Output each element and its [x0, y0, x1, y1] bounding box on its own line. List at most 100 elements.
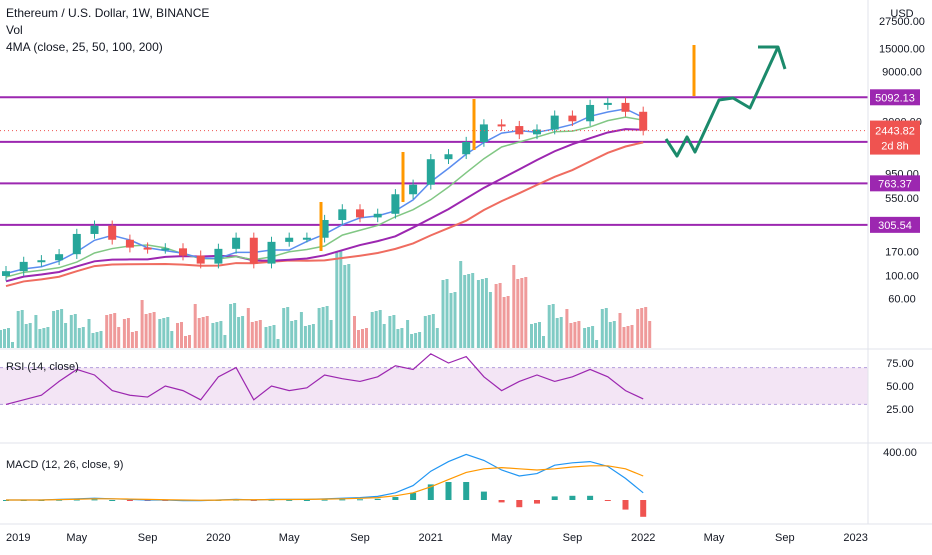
candle-body: [214, 248, 223, 264]
rsi-line: [5, 353, 644, 406]
volume-bar: [282, 308, 286, 348]
volume-bar: [219, 321, 223, 348]
volume-bar: [604, 308, 608, 348]
projection-arrowhead: [758, 45, 787, 70]
volume-bar: [374, 311, 378, 348]
volume-bar: [272, 325, 276, 348]
price-tick: 27500.00: [879, 16, 925, 28]
volume-bar: [294, 320, 298, 348]
macd-hist-bar: [622, 500, 629, 510]
volume-bar: [339, 251, 343, 348]
volume-bar: [241, 316, 245, 348]
volume-bar: [396, 329, 400, 348]
volume-bar: [542, 336, 545, 348]
volume-bar: [193, 304, 197, 348]
level-label-bg: [870, 175, 920, 192]
volume-bar: [299, 312, 303, 348]
volume-bar: [520, 278, 524, 348]
volume-bar: [211, 323, 215, 348]
volume-bar: [427, 315, 431, 348]
price-tick: 15000.00: [879, 43, 925, 55]
volume-bar: [152, 312, 156, 348]
candle-body: [479, 124, 488, 142]
volume-bar: [268, 326, 272, 348]
rsi-band: [0, 367, 868, 405]
level-label: 305.54: [878, 220, 912, 232]
price-tick: 100.00: [885, 270, 919, 282]
volume-bar: [435, 328, 439, 348]
ma200-line: [5, 141, 644, 288]
volume-bar: [480, 279, 484, 348]
macd-hist-bar: [126, 500, 133, 501]
volume-bar: [488, 292, 492, 348]
volume-bar: [184, 336, 187, 348]
level-label-bg: [870, 89, 920, 106]
volume-bar: [38, 329, 42, 348]
volume-bar: [388, 316, 392, 348]
volume-bar: [109, 314, 113, 348]
candle-body: [409, 184, 418, 195]
volume-bar: [286, 307, 290, 348]
chart-title: Ethereum / U.S. Dollar, 1W, BINANCE: [6, 6, 209, 20]
volume-bar: [463, 275, 467, 348]
volume-bar: [105, 315, 109, 348]
candle-body: [267, 241, 276, 264]
macd-hist-bar: [445, 482, 452, 500]
volume-bar: [28, 323, 32, 348]
time-tick: May: [66, 532, 87, 544]
rsi-label: RSI (14, close): [6, 361, 79, 373]
volume-bar: [24, 324, 28, 348]
volume-bar: [534, 323, 537, 348]
volume-bar: [506, 296, 510, 348]
volume-bar: [56, 310, 60, 348]
candle-body: [2, 271, 10, 276]
volume-bar: [162, 318, 166, 348]
volume-bar: [311, 324, 315, 348]
volume-bar: [622, 327, 626, 348]
time-tick: Sep: [138, 532, 158, 544]
volume-bar: [559, 317, 563, 348]
volume-bar: [321, 307, 325, 348]
candle-body: [338, 209, 347, 221]
candle-body: [603, 102, 612, 105]
level-label: 5092.13: [875, 92, 915, 104]
time-tick: 2020: [206, 532, 230, 544]
signal-line: [6, 465, 644, 501]
macd-hist-bar: [73, 499, 80, 501]
candle-body: [161, 248, 170, 251]
volume-bar: [180, 322, 183, 348]
volume-bar: [229, 304, 233, 348]
macd-hist-bar: [392, 497, 399, 500]
volume-bar: [626, 326, 630, 348]
macd-hist-bar: [303, 500, 310, 501]
volume-bar: [335, 252, 339, 348]
currency-label[interactable]: USD: [890, 8, 913, 20]
macd-hist-bar: [587, 495, 594, 500]
candle-body: [373, 213, 382, 218]
volume-bar: [618, 313, 622, 348]
volume-bar: [538, 322, 541, 348]
volume-bar: [365, 328, 368, 348]
volume-bar: [392, 315, 396, 348]
volume-bar: [122, 319, 126, 348]
candle-body: [356, 209, 364, 218]
vol-label: Vol: [6, 23, 23, 37]
countdown-label: 2d 8h: [881, 141, 909, 153]
rsi-tick: 50.00: [886, 381, 914, 393]
volume-bar: [144, 314, 148, 348]
volume-bar: [16, 311, 20, 348]
volume-bar: [361, 329, 364, 348]
rsi-pane: [0, 353, 868, 406]
volume-bar: [201, 317, 205, 348]
volume-bar: [170, 331, 174, 348]
volume-bar: [476, 280, 480, 348]
macd-hist-bar: [91, 499, 98, 501]
volume-bar: [250, 322, 254, 348]
price-tick: 9000.00: [882, 66, 922, 78]
volume-bar: [205, 316, 209, 348]
candle-body: [196, 255, 205, 264]
volume-bar: [565, 309, 569, 348]
volume-bar: [414, 333, 418, 348]
volume-bar: [445, 279, 449, 348]
